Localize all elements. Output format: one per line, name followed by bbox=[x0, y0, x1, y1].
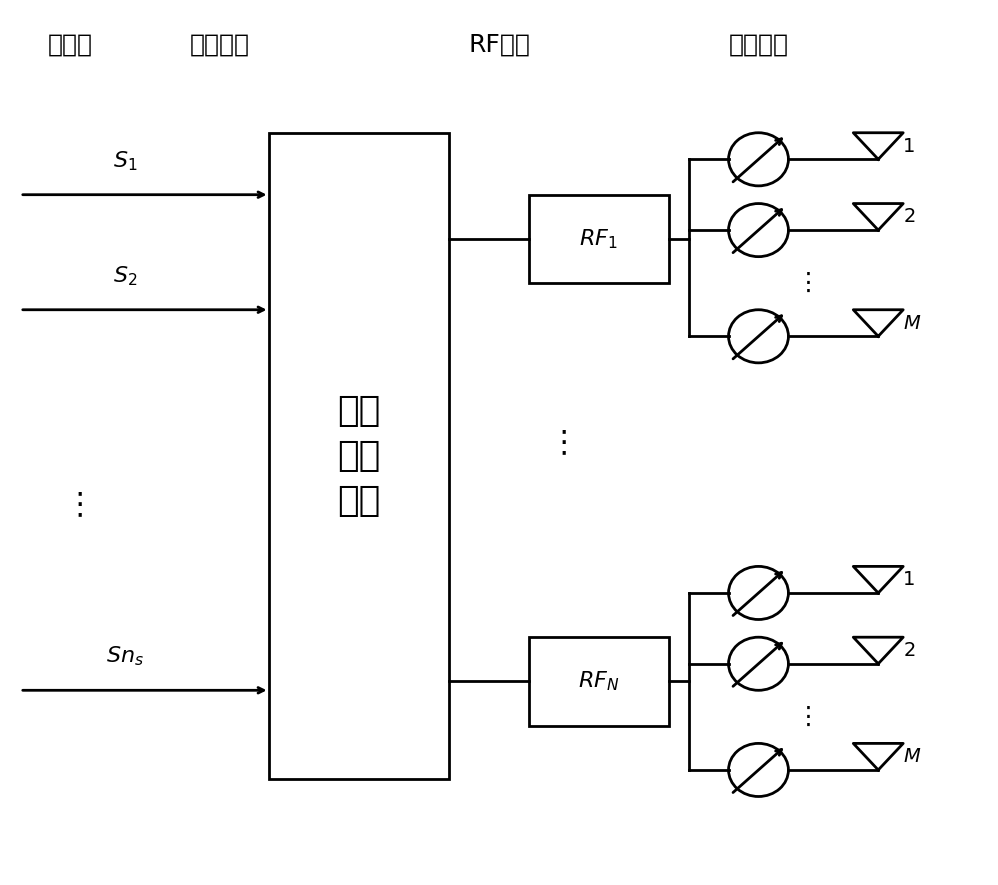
Text: 2: 2 bbox=[903, 207, 915, 227]
Text: ⋮: ⋮ bbox=[795, 704, 821, 729]
FancyBboxPatch shape bbox=[529, 637, 669, 726]
Text: ⋮: ⋮ bbox=[795, 271, 821, 296]
Text: 1: 1 bbox=[903, 136, 915, 156]
Text: $M$: $M$ bbox=[903, 747, 921, 766]
FancyBboxPatch shape bbox=[529, 195, 669, 283]
Text: ⋮: ⋮ bbox=[65, 490, 95, 519]
Text: ⋮: ⋮ bbox=[549, 428, 579, 457]
Text: $M$: $M$ bbox=[903, 313, 921, 333]
Text: $RF_N$: $RF_N$ bbox=[578, 670, 620, 693]
Text: $RF_1$: $RF_1$ bbox=[580, 227, 618, 250]
Text: 2: 2 bbox=[903, 641, 915, 660]
Text: $S_2$: $S_2$ bbox=[113, 264, 137, 288]
Text: 数字
预编
码器: 数字 预编 码器 bbox=[337, 394, 381, 518]
Text: 数据流: 数据流 bbox=[47, 32, 93, 57]
Text: 1: 1 bbox=[903, 570, 915, 589]
FancyBboxPatch shape bbox=[269, 133, 449, 779]
Text: $S_1$: $S_1$ bbox=[113, 149, 137, 173]
Text: RF链路: RF链路 bbox=[468, 32, 530, 57]
Text: 数字部分: 数字部分 bbox=[190, 32, 250, 57]
Text: 模拟部分: 模拟部分 bbox=[729, 32, 788, 57]
Text: $Sn_s$: $Sn_s$ bbox=[106, 644, 144, 668]
